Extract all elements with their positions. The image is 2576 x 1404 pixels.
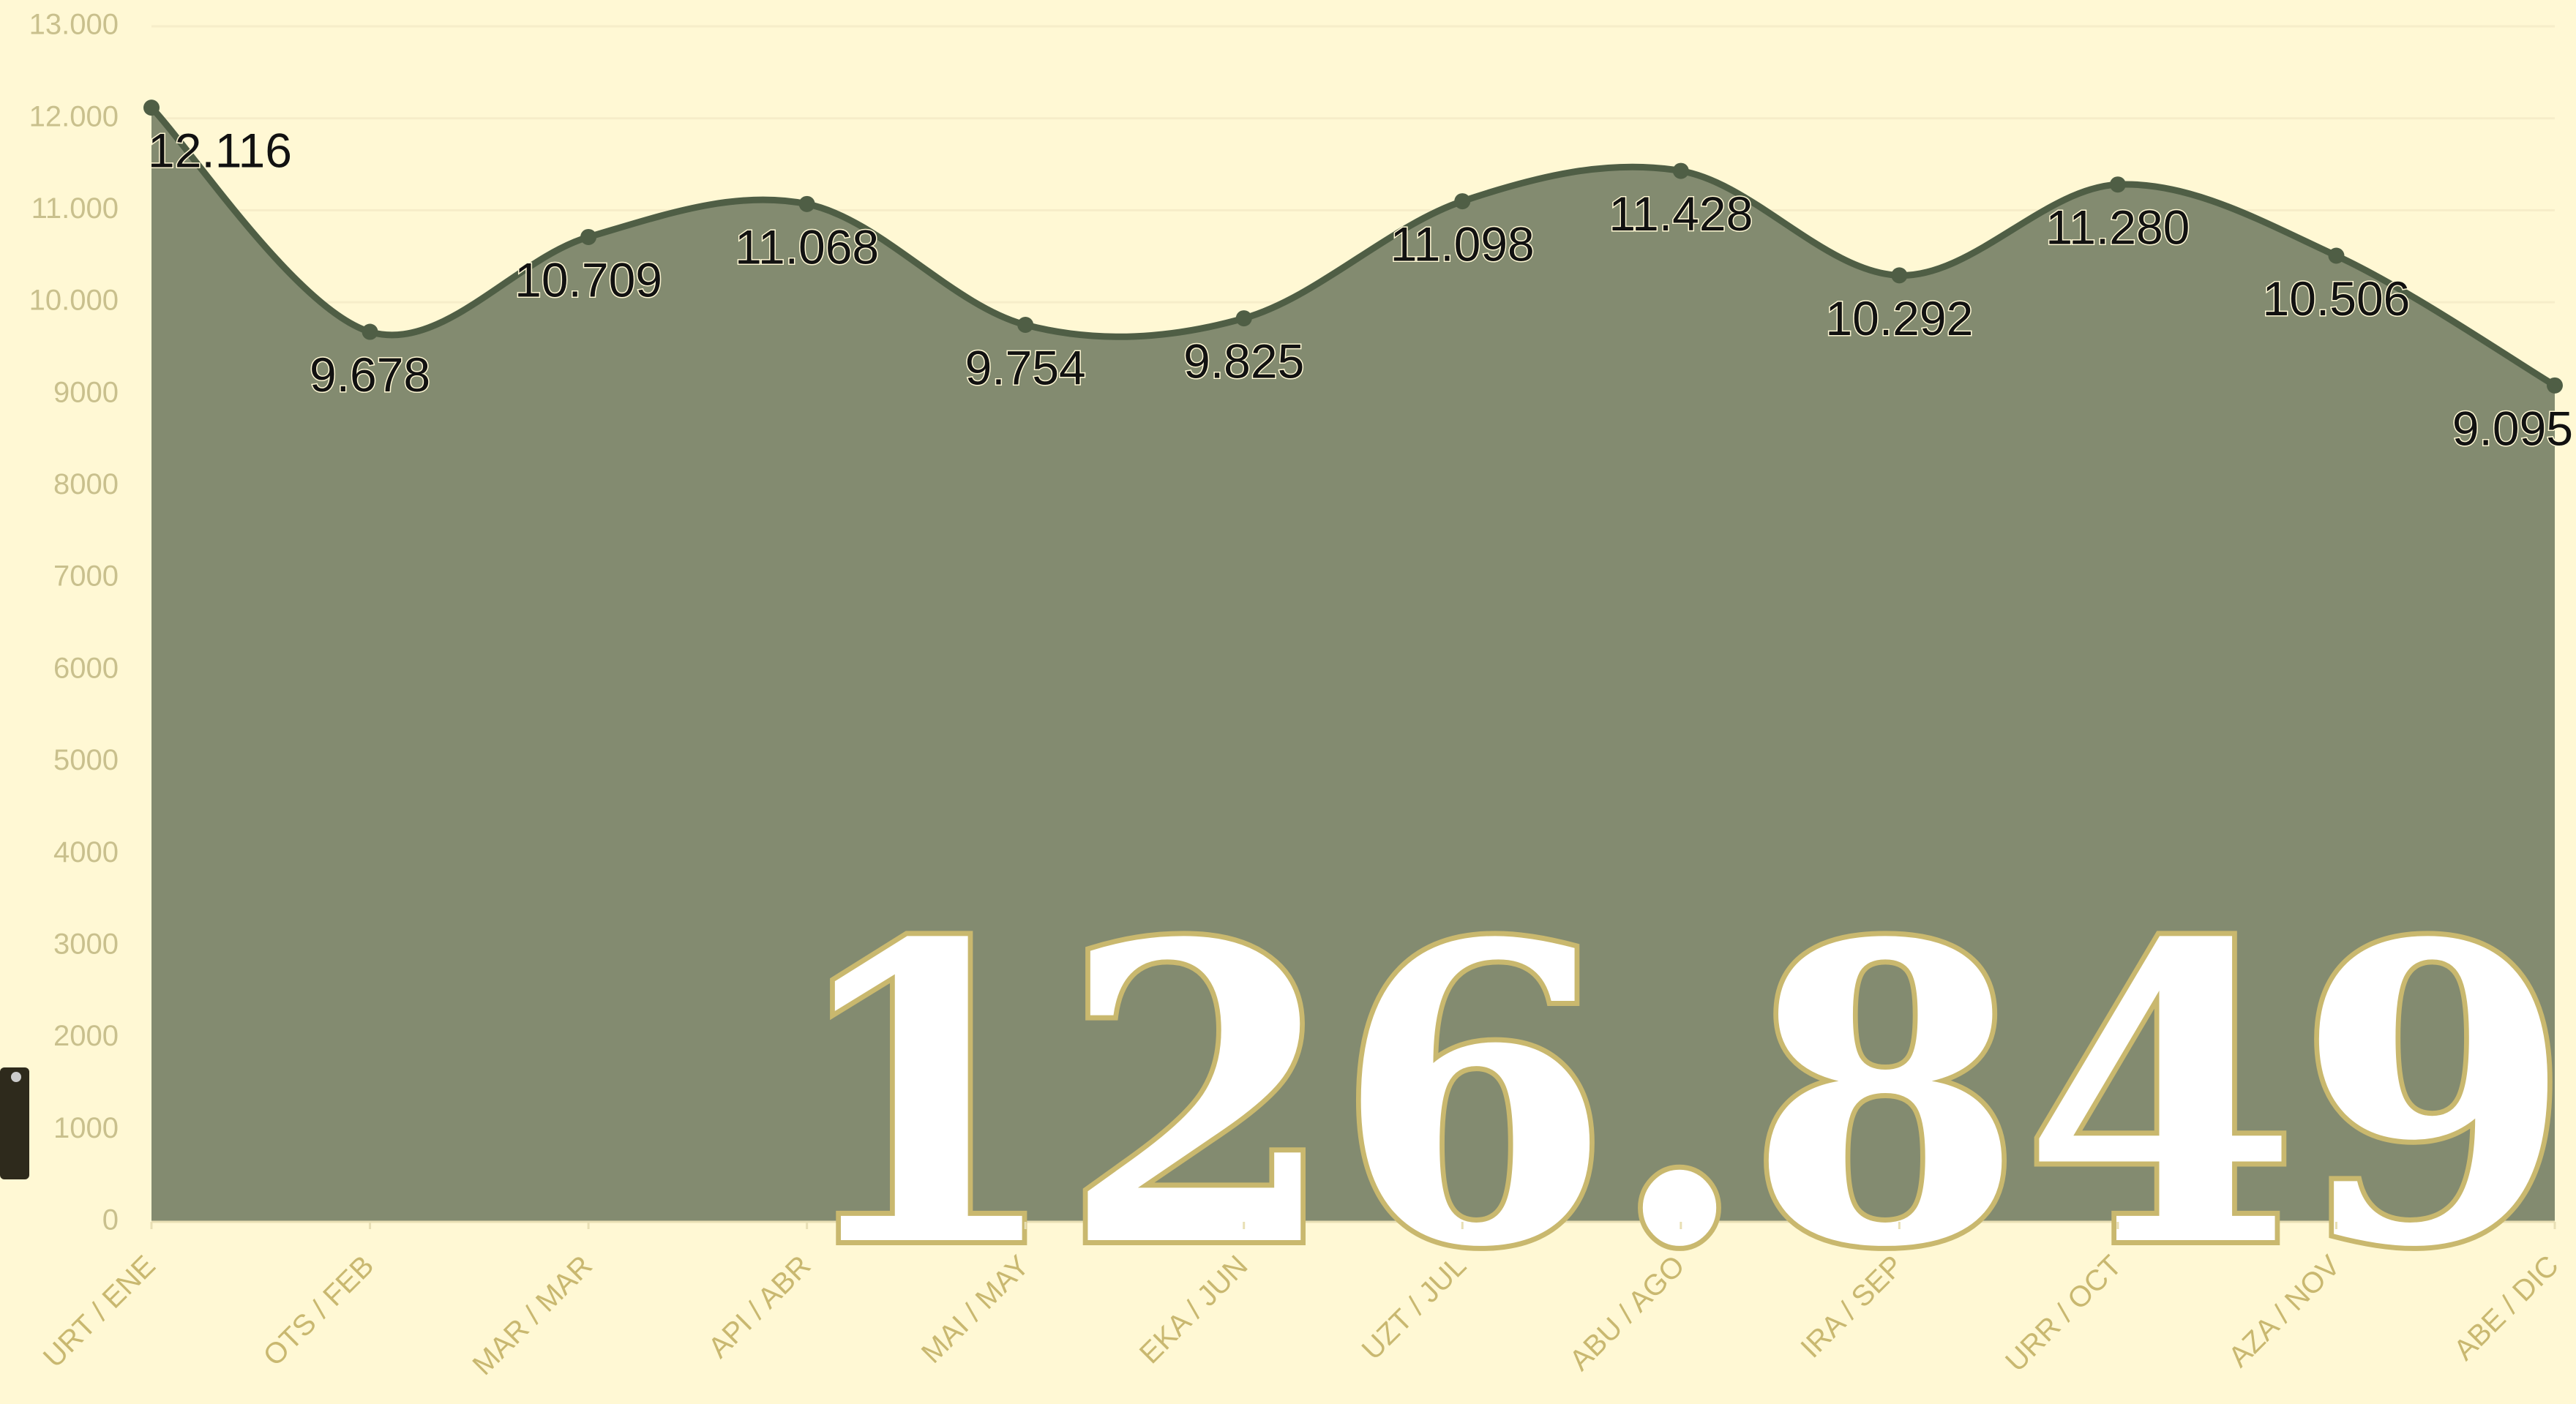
y-tick-label: 3000 (53, 928, 119, 960)
data-point (798, 195, 815, 212)
data-point (1017, 316, 1034, 333)
data-label: 10.292 (1825, 291, 1973, 345)
data-label: 9.678 (310, 348, 430, 402)
y-tick-label: 13.000 (29, 9, 119, 41)
side-widget (0, 1067, 29, 1179)
data-label: 11.098 (1390, 217, 1535, 271)
side-widget-dot (11, 1072, 21, 1082)
data-label: 10.709 (514, 252, 662, 307)
data-label: 9.095 (2452, 401, 2573, 455)
data-point (2547, 377, 2563, 394)
y-tick-label: 7000 (53, 560, 119, 593)
data-label: 9.754 (965, 340, 1086, 394)
y-tick-label: 2000 (53, 1020, 119, 1052)
data-point (1235, 310, 1252, 327)
y-tick-label: 6000 (53, 652, 119, 684)
data-point (2109, 176, 2126, 193)
data-point (1672, 162, 1689, 179)
area (151, 108, 2555, 1222)
data-label: 11.428 (1609, 187, 1753, 241)
y-tick-label: 12.000 (29, 100, 119, 132)
y-tick-label: 9000 (53, 376, 119, 408)
data-point (580, 228, 597, 245)
line (149, 105, 2557, 388)
x-tick-label: URT / ENE (37, 1250, 162, 1374)
y-tick-label: 8000 (53, 468, 119, 500)
y-tick-label: 1000 (53, 1112, 119, 1144)
data-point (143, 100, 160, 116)
x-tick-label: OTS / FEB (258, 1250, 381, 1373)
x-tick-label: MAR / MAR (467, 1250, 599, 1381)
data-point (1454, 193, 1471, 210)
y-tick-label: 5000 (53, 744, 119, 776)
y-tick-label: 4000 (53, 836, 119, 868)
data-point (2328, 247, 2345, 264)
data-point (362, 323, 378, 340)
data-label: 11.280 (2045, 200, 2190, 255)
total-value: 126.849 (787, 856, 2572, 1337)
y-tick-label: 10.000 (29, 285, 119, 317)
y-tick-label: 0 (102, 1204, 119, 1236)
data-label: 11.068 (735, 219, 879, 274)
y-tick-label: 11.000 (31, 192, 119, 225)
data-label: 9.825 (1183, 334, 1304, 388)
data-label: 12.116 (148, 124, 292, 178)
data-label: 10.506 (2263, 271, 2411, 326)
data-point (1891, 267, 1908, 284)
